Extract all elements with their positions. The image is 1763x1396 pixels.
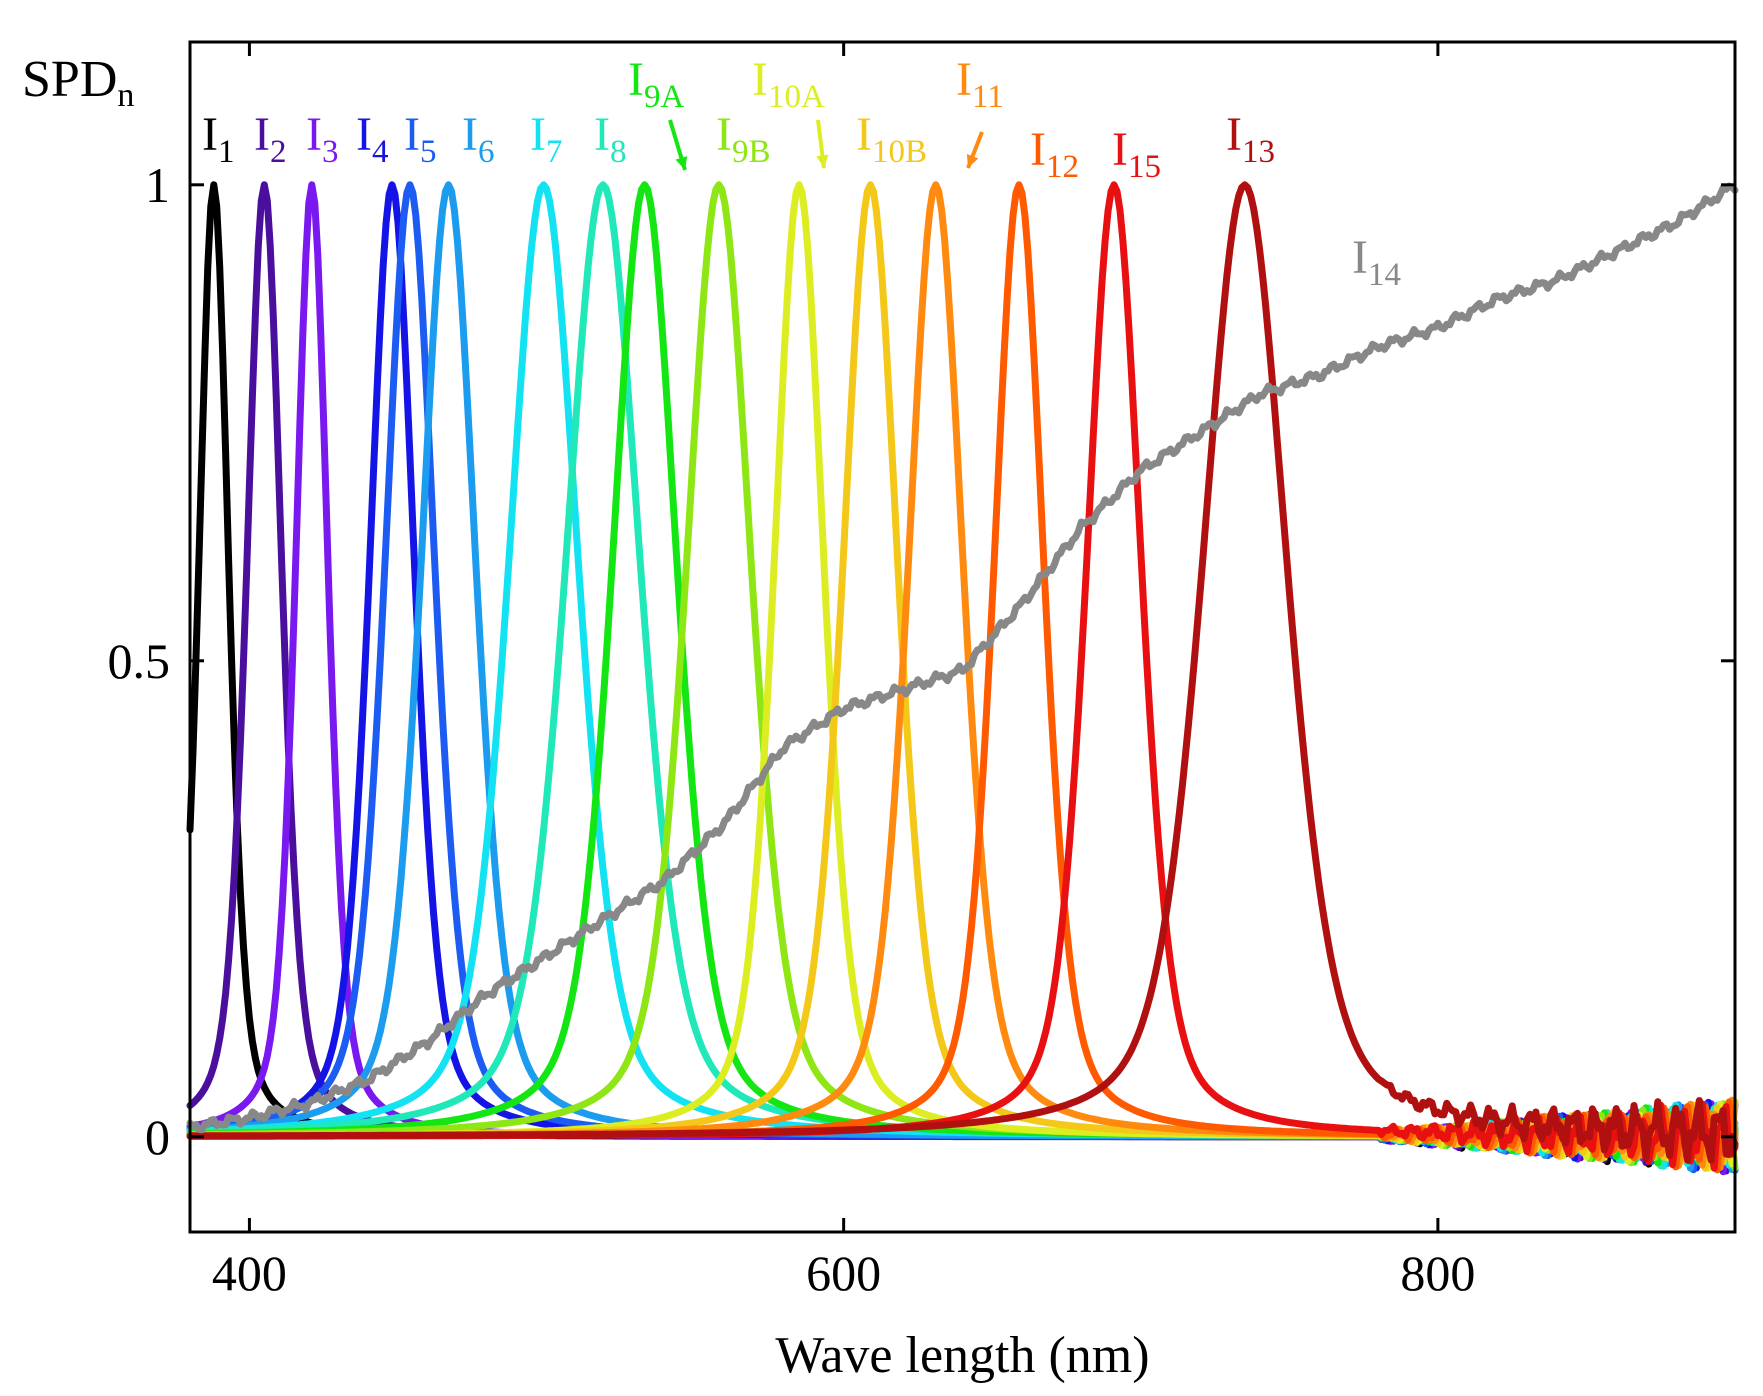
label-arrowhead-I9A bbox=[675, 156, 688, 170]
label-arrowhead-I10A bbox=[816, 154, 829, 168]
y-tick-label-0: 0 bbox=[145, 1109, 170, 1165]
series-label-I9B: I9B bbox=[716, 108, 771, 170]
y-axis-title: SPDn bbox=[22, 51, 134, 114]
axis-ticks: 400 600 800 0 0.5 1 bbox=[108, 42, 1735, 1301]
series-layer bbox=[186, 181, 1739, 1176]
x-axis-title: Wave length (nm) bbox=[775, 1327, 1149, 1384]
series-label-I10B: I10B bbox=[856, 108, 927, 170]
series-label-I5: I5 bbox=[404, 108, 436, 170]
y-axis-title-main: SPD bbox=[22, 51, 117, 108]
series-label-I15: I15 bbox=[1112, 123, 1161, 185]
y-tick-label-1: 1 bbox=[145, 157, 170, 213]
x-tick-label-400: 400 bbox=[212, 1245, 287, 1301]
series-label-I12: I12 bbox=[1030, 123, 1079, 185]
plot-frame bbox=[188, 40, 1737, 1234]
x-tick-label-800: 800 bbox=[1400, 1245, 1475, 1301]
series-label-I1: I1 bbox=[202, 108, 234, 170]
series-label-I3: I3 bbox=[306, 108, 338, 170]
series-label-I2: I2 bbox=[254, 108, 286, 170]
series-label-I11: I11 bbox=[956, 53, 1004, 115]
series-label-I10A: I10A bbox=[752, 53, 825, 115]
series-label-I7: I7 bbox=[530, 108, 562, 170]
series-label-I6: I6 bbox=[462, 108, 494, 170]
series-label-I14: I14 bbox=[1352, 231, 1401, 293]
y-axis-title-sub: n bbox=[117, 77, 134, 114]
series-label-I13: I13 bbox=[1226, 108, 1275, 170]
label-arrowhead-I11 bbox=[966, 154, 979, 168]
y-tick-label-0.5: 0.5 bbox=[108, 633, 171, 689]
series-line-I14 bbox=[186, 182, 1739, 1134]
series-label-I8: I8 bbox=[594, 108, 626, 170]
series-label-I4: I4 bbox=[356, 108, 388, 170]
series-line-I13 bbox=[186, 181, 1739, 1164]
x-tick-label-600: 600 bbox=[806, 1245, 881, 1301]
series-label-I9A: I9A bbox=[628, 53, 684, 115]
